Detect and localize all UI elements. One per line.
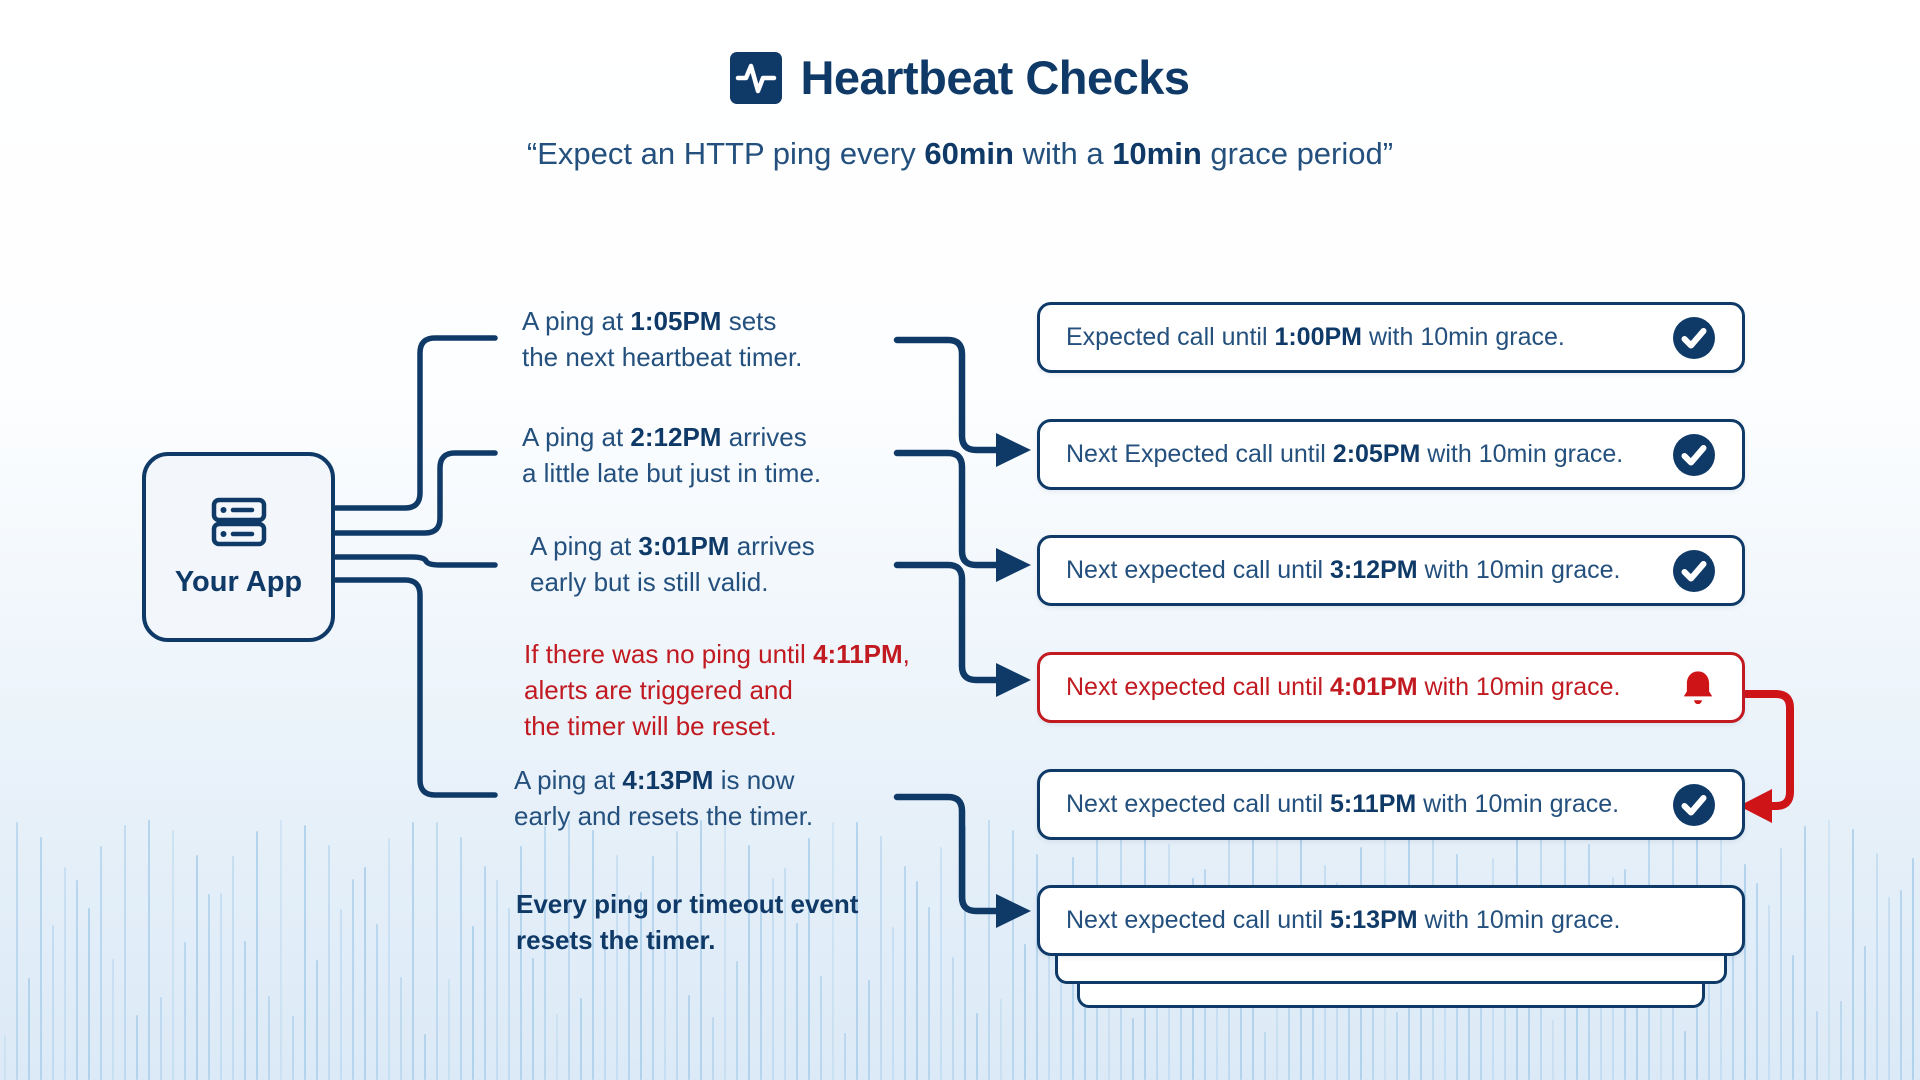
arrowhead-3 bbox=[996, 663, 1031, 697]
arrowhead-1 bbox=[996, 433, 1031, 467]
page-title: Heartbeat Checks bbox=[800, 51, 1190, 104]
event-ping-105: A ping at 1:05PM sets the next heartbeat … bbox=[522, 306, 803, 372]
reset-loop-line bbox=[1742, 690, 1794, 810]
timer-text: Next expected call until 4:01PM with 10m… bbox=[1066, 673, 1621, 701]
timer-card-1: Expected call until 1:00PM with 10min gr… bbox=[1037, 302, 1745, 373]
timer-card-3: Next expected call until 3:12PM with 10m… bbox=[1037, 535, 1745, 606]
check-icon bbox=[1672, 316, 1716, 360]
check-icon bbox=[1672, 783, 1716, 827]
timer-card-4-alert: Next expected call until 4:01PM with 10m… bbox=[1037, 652, 1745, 723]
event-ping-413: A ping at 4:13PM is now early and resets … bbox=[514, 765, 814, 831]
timer-text: Expected call until 1:00PM with 10min gr… bbox=[1066, 323, 1565, 351]
timer-text: Next expected call until 5:13PM with 10m… bbox=[1066, 906, 1621, 934]
event-ping-301: A ping at 3:01PM arrives early but is sti… bbox=[530, 531, 815, 597]
timer-text: Next expected call until 5:11PM with 10m… bbox=[1066, 790, 1620, 818]
timer-text: Next expected call until 3:12PM with 10m… bbox=[1066, 556, 1621, 584]
timer-card-6: Next expected call until 5:13PM with 10m… bbox=[1037, 885, 1745, 956]
your-app-box: Your App bbox=[142, 452, 335, 642]
timer-card-2: Next Expected call until 2:05PM with 10m… bbox=[1037, 419, 1745, 490]
arrowhead-4 bbox=[996, 894, 1031, 928]
bell-icon bbox=[1680, 668, 1716, 708]
branch-line-2 bbox=[333, 450, 498, 536]
header: Heartbeat Checks bbox=[0, 50, 1920, 105]
timer-text: Next Expected call until 2:05PM with 10m… bbox=[1066, 440, 1624, 468]
arrowhead-2 bbox=[996, 548, 1031, 582]
timer-card-5: Next expected call until 5:11PM with 10m… bbox=[1037, 769, 1745, 840]
subtitle: “Expect an HTTP ping every 60min with a … bbox=[526, 136, 1394, 171]
branch-line-4 bbox=[333, 577, 498, 798]
heartbeat-icon bbox=[730, 51, 783, 104]
server-icon bbox=[210, 495, 268, 554]
branch-line-3 bbox=[333, 554, 498, 568]
check-icon bbox=[1672, 433, 1716, 477]
branch-line-1 bbox=[333, 335, 498, 511]
arrow-line-2 bbox=[893, 449, 1002, 569]
check-icon bbox=[1672, 549, 1716, 593]
arrow-line-1 bbox=[893, 336, 1002, 454]
event-summary: Every ping or timeout event resets the ti… bbox=[516, 889, 859, 955]
arrow-line-3 bbox=[893, 561, 1002, 684]
app-label: Your App bbox=[174, 566, 303, 598]
event-missed-ping: If there was no ping until 4:11PM, alerts… bbox=[524, 639, 910, 741]
arrow-line-4 bbox=[893, 793, 1002, 915]
event-ping-212: A ping at 2:12PM arrives a little late bu… bbox=[522, 422, 822, 488]
